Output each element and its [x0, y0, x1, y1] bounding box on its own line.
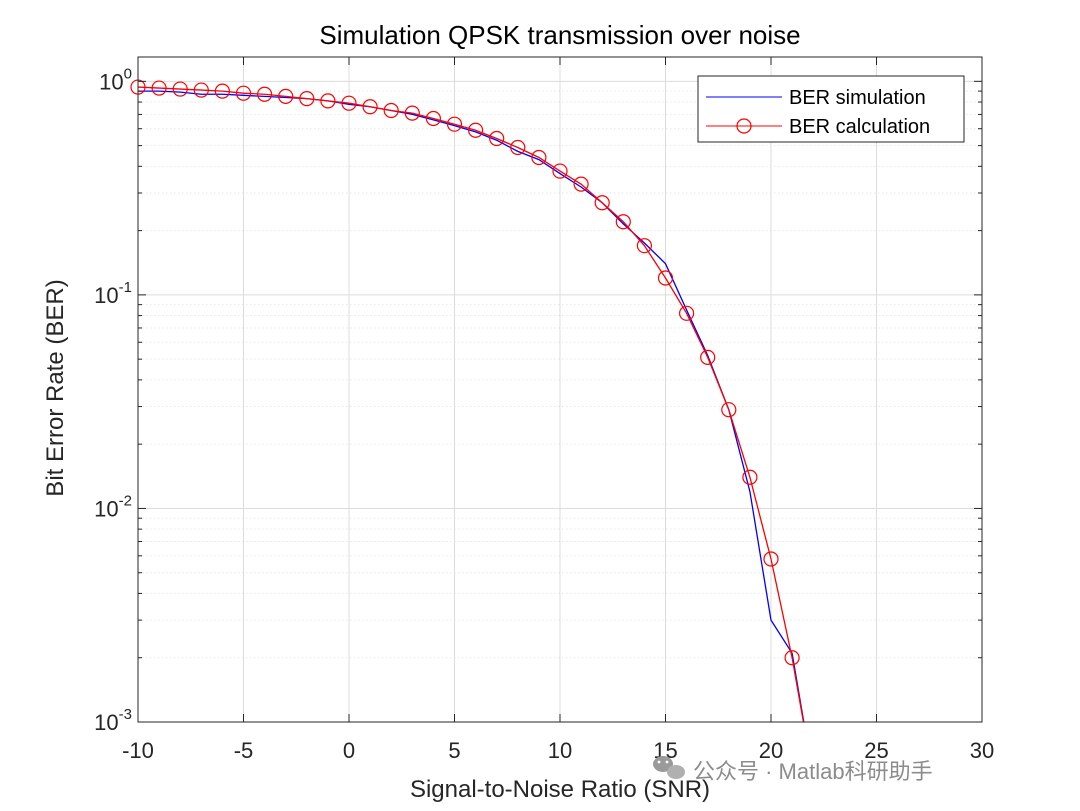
series-marker-1 [299, 91, 315, 107]
series-marker-1 [151, 80, 167, 96]
series-marker-1 [214, 83, 230, 99]
series-marker-1 [657, 270, 674, 286]
series-marker-1 [763, 551, 779, 567]
y-tick-label: 100 [99, 65, 132, 94]
series-marker-1 [721, 402, 737, 418]
series-marker-1 [700, 349, 716, 365]
legend-label-simulation: BER simulation [789, 87, 926, 109]
x-tick-label: 25 [864, 738, 888, 763]
series-marker-1 [383, 102, 399, 119]
series-marker-1 [784, 650, 800, 666]
x-tick-label: -10 [122, 738, 154, 763]
chart-title: Simulation QPSK transmission over noise [319, 20, 800, 50]
series-marker-1 [573, 176, 589, 192]
y-tick-label: 10-2 [94, 492, 132, 521]
x-tick-label: -5 [234, 738, 254, 763]
series-marker-1 [531, 149, 547, 166]
series-marker-1 [404, 105, 420, 121]
y-tick-label: 10-1 [94, 279, 132, 308]
x-tick-label: 5 [448, 738, 460, 763]
series-marker-1 [172, 81, 188, 97]
legend-marker-calculation [736, 118, 752, 134]
x-axis-title: Signal-to-Noise Ratio (SNR) [410, 776, 710, 803]
series-marker-1 [362, 99, 378, 115]
series-marker-1 [742, 469, 758, 485]
legend-box [697, 75, 965, 143]
series-marker-1 [468, 122, 484, 138]
series-marker-1 [552, 163, 568, 179]
watermark: 公众号 · Matlab科研助手 [653, 756, 933, 784]
y-axis-title: Bit Error Rate (BER) [42, 279, 69, 496]
series-marker-1 [235, 85, 252, 101]
series-marker-1 [446, 116, 463, 132]
series-marker-1 [615, 214, 631, 230]
series-marker-1 [193, 82, 209, 98]
x-tick-label: 30 [970, 738, 994, 763]
x-tick-label: 20 [759, 738, 783, 763]
legend: BER simulation BER calculation [697, 75, 965, 143]
series-marker-1 [320, 93, 336, 109]
series-marker-1 [636, 238, 653, 254]
legend-label-calculation: BER calculation [789, 116, 930, 138]
wechat-icon [653, 756, 685, 779]
y-tick-label: 10-3 [94, 706, 132, 735]
series-marker-1 [425, 110, 441, 127]
x-tick-label: 0 [343, 738, 355, 763]
series-marker-1 [678, 305, 695, 321]
series-marker-1 [594, 195, 610, 211]
x-tick-label: 10 [548, 738, 572, 763]
watermark-text: 公众号 · Matlab科研助手 [693, 759, 933, 784]
series-marker-1 [489, 130, 505, 147]
series-marker-1 [257, 86, 273, 102]
series-marker-1 [278, 88, 294, 105]
series-marker-1 [510, 139, 526, 156]
series-marker-1 [341, 95, 357, 111]
